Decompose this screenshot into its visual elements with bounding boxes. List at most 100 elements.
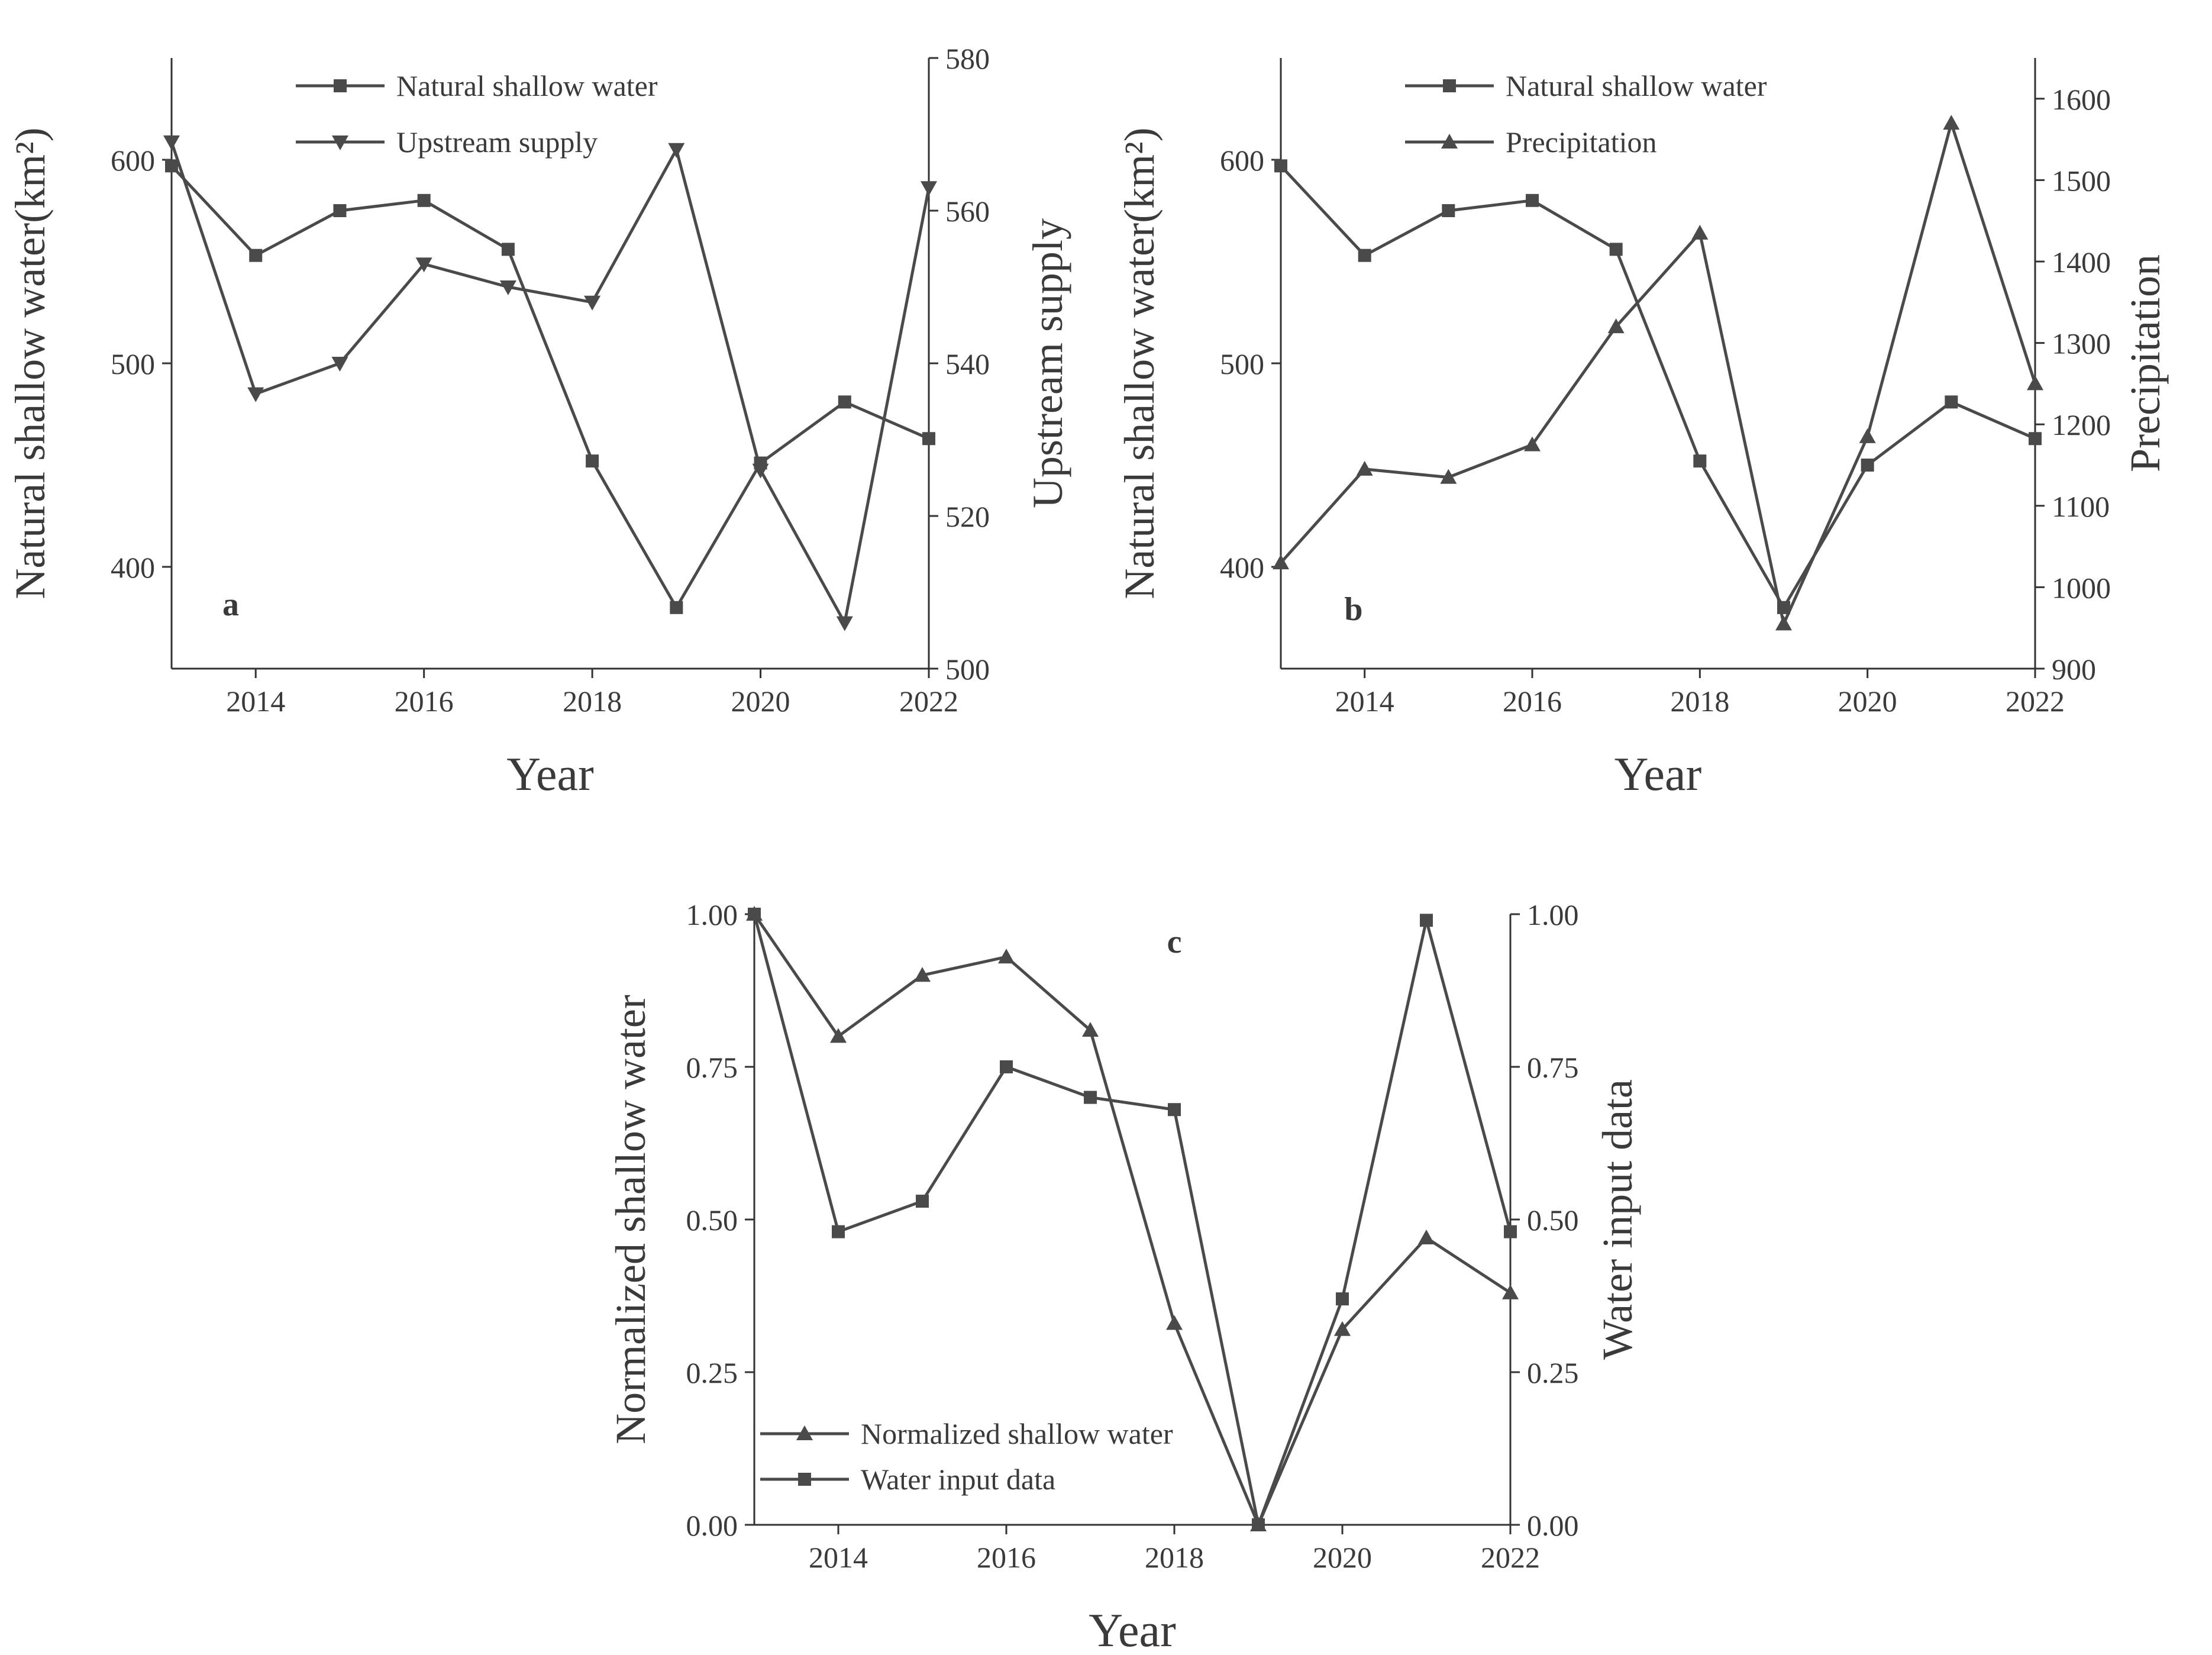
x-tick-label: 2022 bbox=[899, 685, 958, 718]
x-tick-label: 2014 bbox=[226, 685, 285, 718]
panel-letter: a bbox=[222, 586, 239, 623]
legend-marker bbox=[796, 1425, 813, 1440]
panel-letter: b bbox=[1344, 591, 1362, 628]
x-axis-label: Year bbox=[1614, 749, 1701, 801]
data-point-normalized-shallow-water bbox=[1502, 1284, 1519, 1299]
data-point-natural-shallow-water bbox=[1861, 459, 1874, 472]
data-point-normalized-shallow-water bbox=[998, 949, 1015, 964]
data-point-upstream-supply bbox=[668, 143, 685, 158]
y-tick-label-right: 1.00 bbox=[1527, 898, 1579, 931]
x-axis-label: Year bbox=[506, 749, 593, 801]
y-tick-label-left: 0.25 bbox=[686, 1356, 738, 1389]
data-point-natural-shallow-water bbox=[417, 193, 431, 207]
data-point-natural-shallow-water bbox=[2029, 432, 2042, 446]
data-point-water-input-data bbox=[1252, 1518, 1265, 1531]
x-tick-label: 2014 bbox=[809, 1541, 868, 1574]
data-point-precipitation bbox=[1775, 615, 1792, 631]
legend-marker bbox=[1441, 134, 1458, 149]
y-axis-label-left: Normalized shallow water bbox=[607, 995, 654, 1444]
data-point-natural-shallow-water bbox=[165, 159, 178, 173]
data-point-upstream-supply bbox=[752, 463, 769, 479]
y-tick-label-right: 520 bbox=[945, 500, 990, 533]
y-tick-label-right: 540 bbox=[945, 347, 990, 380]
y-tick-label-right: 500 bbox=[945, 653, 990, 686]
data-point-water-input-data bbox=[1000, 1060, 1013, 1073]
y-tick-label-left: 600 bbox=[1220, 144, 1264, 177]
y-axis-label-right: Upstream supply bbox=[1024, 218, 1071, 508]
data-point-upstream-supply bbox=[331, 357, 348, 372]
data-point-precipitation bbox=[1356, 460, 1373, 476]
y-tick-label-right: 1400 bbox=[2052, 246, 2111, 279]
chart-panel-c: 2014 2016 2018 2020 20220.000.250.500.751.00… bbox=[607, 898, 1641, 1655]
data-point-natural-shallow-water bbox=[501, 243, 515, 256]
legend-marker bbox=[1443, 79, 1456, 92]
y-tick-label-right: 1200 bbox=[2052, 408, 2111, 441]
data-point-water-input-data bbox=[1084, 1091, 1097, 1104]
legend-label: Normalized shallow water bbox=[861, 1417, 1173, 1450]
data-point-precipitation bbox=[1524, 436, 1541, 451]
data-point-normalized-shallow-water bbox=[1166, 1315, 1183, 1330]
y-axis-label-right: Precipitation bbox=[2121, 254, 2169, 472]
data-point-natural-shallow-water bbox=[586, 454, 599, 468]
y-axis-label-left: Natural shallow water(km²) bbox=[1116, 127, 1163, 599]
x-tick-label: 2020 bbox=[1838, 685, 1897, 718]
y-tick-label-left: 400 bbox=[1220, 551, 1264, 584]
data-point-water-input-data bbox=[832, 1225, 845, 1238]
data-point-normalized-shallow-water bbox=[914, 967, 931, 982]
y-tick-label-left: 600 bbox=[111, 144, 155, 177]
y-tick-label-right: 1000 bbox=[2052, 571, 2111, 604]
data-point-upstream-supply bbox=[163, 135, 180, 150]
series-line-natural-shallow-water bbox=[170, 164, 929, 609]
data-point-upstream-supply bbox=[921, 181, 937, 196]
y-tick-label-left: 500 bbox=[111, 347, 155, 380]
data-point-precipitation bbox=[1607, 318, 1625, 334]
y-tick-label-right: 1100 bbox=[2052, 490, 2110, 523]
data-point-natural-shallow-water bbox=[1945, 395, 1958, 409]
data-point-normalized-shallow-water bbox=[1418, 1229, 1435, 1244]
data-point-normalized-shallow-water bbox=[1082, 1022, 1099, 1037]
y-tick-label-right: 560 bbox=[945, 195, 990, 228]
data-point-precipitation bbox=[1273, 554, 1289, 570]
data-point-upstream-supply bbox=[499, 280, 516, 295]
data-point-precipitation bbox=[1691, 224, 1709, 240]
legend-label: Natural shallow water bbox=[1506, 69, 1767, 102]
x-tick-label: 2018 bbox=[563, 685, 622, 718]
y-tick-label-left: 0.00 bbox=[686, 1509, 738, 1542]
series-line-upstream-supply bbox=[170, 141, 931, 625]
data-point-natural-shallow-water bbox=[670, 601, 683, 614]
y-tick-label-left: 0.50 bbox=[686, 1204, 738, 1237]
data-point-upstream-supply bbox=[584, 295, 601, 311]
y-tick-label-right: 1500 bbox=[2052, 164, 2111, 197]
data-point-natural-shallow-water bbox=[1609, 243, 1623, 256]
data-point-water-input-data bbox=[1168, 1103, 1181, 1117]
data-point-precipitation bbox=[1859, 428, 1876, 443]
data-point-precipitation bbox=[2027, 375, 2043, 391]
y-tick-label-right: 1300 bbox=[2052, 327, 2111, 360]
panel-letter: c bbox=[1167, 924, 1182, 960]
legend-marker bbox=[332, 136, 348, 150]
y-tick-label-right: 0.00 bbox=[1527, 1509, 1579, 1542]
data-point-water-input-data bbox=[1420, 914, 1433, 927]
x-tick-label: 2022 bbox=[2006, 685, 2065, 718]
data-point-upstream-supply bbox=[415, 257, 432, 273]
legend-label: Natural shallow water bbox=[396, 69, 658, 102]
data-point-water-input-data bbox=[916, 1195, 929, 1208]
data-point-natural-shallow-water bbox=[838, 395, 851, 409]
x-tick-label: 2016 bbox=[395, 685, 454, 718]
y-tick-label-left: 400 bbox=[111, 551, 155, 584]
data-point-natural-shallow-water bbox=[1526, 193, 1539, 207]
series-line-natural-shallow-water bbox=[1280, 164, 2036, 609]
y-axis-label-right: Water input data bbox=[1594, 1079, 1641, 1360]
x-tick-label: 2018 bbox=[1145, 1541, 1204, 1574]
legend-marker bbox=[334, 79, 347, 92]
series-line-water-input-data bbox=[753, 914, 1512, 1527]
y-tick-label-right: 0.50 bbox=[1527, 1204, 1579, 1237]
y-tick-label-right: 580 bbox=[945, 42, 990, 75]
data-point-natural-shallow-water bbox=[922, 432, 935, 446]
data-point-upstream-supply bbox=[836, 616, 853, 631]
y-tick-label-right: 900 bbox=[2052, 653, 2096, 686]
series-line-normalized-shallow-water bbox=[753, 913, 1512, 1527]
data-point-upstream-supply bbox=[247, 387, 264, 402]
data-point-water-input-data bbox=[748, 908, 761, 921]
